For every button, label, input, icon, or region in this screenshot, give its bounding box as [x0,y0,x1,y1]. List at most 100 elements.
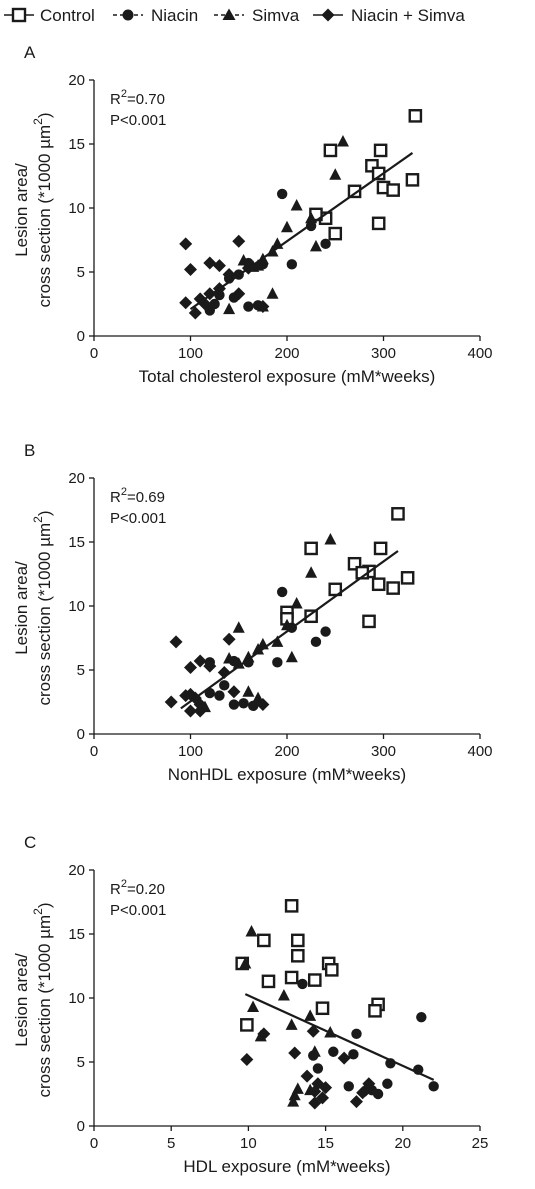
point-simva [287,1095,300,1107]
point-niacin-simva [212,259,226,273]
point-niacin-simva [193,698,207,712]
point-control [324,963,339,977]
y-axis-title-line1: Lesion area/ [12,953,31,1047]
point-simva [242,650,255,663]
point-simva [232,621,245,633]
point-niacin-simva [222,632,236,646]
legend-label-simva: Simva [252,6,300,25]
y-tick-label: 20 [68,470,85,487]
point-niacin-simva [188,306,202,320]
point-control [304,541,318,556]
x-tick-label: 15 [317,1135,334,1152]
legend-label-niacin: Niacin [151,6,198,25]
point-niacin [228,699,240,710]
point-niacin [320,626,331,637]
point-control [373,143,388,158]
r-squared-value: =0.69 [127,489,165,506]
point-niacin [348,1049,359,1060]
point-control [368,1004,382,1018]
y-axis-title-superscript: 2 [31,908,45,915]
point-niacin [351,1028,362,1040]
point-simva [277,988,290,1001]
y-tick-label: 0 [77,726,85,743]
x-tick-label: 300 [371,345,396,362]
point-control [400,571,415,585]
point-niacin [343,1081,354,1092]
y-tick-label: 5 [77,264,85,281]
point-niacin [320,238,331,250]
point-simva [324,532,337,545]
series-control [309,109,423,241]
point-simva [281,220,293,233]
point-niacin [276,188,288,200]
point-simva [305,566,318,578]
point-control [373,541,388,556]
point-niacin [328,1046,339,1057]
point-simva [290,198,303,211]
x-tick-label: 400 [467,743,492,760]
y-tick-label: 10 [68,598,85,615]
point-control [371,577,386,592]
y-tick-label: 15 [68,534,85,551]
point-niacin [276,586,288,598]
y-axis-title-close: ) [35,510,54,516]
y-axis-title-line1: Lesion area/ [12,163,31,257]
legend-label-niacin-simva: Niacin + Simva [351,6,465,25]
point-niacin-simva [179,237,193,251]
regression-line [180,550,399,710]
x-tick-label: 20 [394,1135,411,1152]
point-simva [309,239,322,252]
point-niacin-simva [179,296,193,310]
x-tick-label: 300 [371,743,396,760]
point-niacin-simva [184,660,197,674]
point-simva [237,253,250,266]
point-niacin [382,1078,393,1089]
point-simva [285,650,298,663]
point-control [304,609,318,624]
point-niacin [312,1063,324,1074]
y-tick-label: 20 [68,72,85,89]
y-tick-label: 15 [68,926,85,943]
y-axis-title-line2: cross section (*1000 µm2) [31,112,54,307]
point-simva [291,1082,304,1094]
y-tick-label: 0 [77,328,85,345]
point-niacin-simva [257,1027,271,1041]
y-axis-title: Lesion area/cross section (*1000 µm2) [12,902,54,1097]
x-tick-label: 10 [240,1135,257,1152]
x-axis-title: HDL exposure (mM*weeks) [183,1157,390,1176]
point-niacin-simva [308,1084,322,1098]
regression-line [189,152,414,311]
legend-marker-niacin [122,9,134,21]
r-squared-symbol: R [110,91,121,108]
point-niacin-simva [232,234,246,248]
point-niacin-simva [337,1051,351,1065]
point-simva [329,168,342,180]
point-control [347,184,362,199]
point-simva [223,302,236,315]
point-simva [288,1088,301,1101]
legend-item-simva: Simva [214,6,300,25]
point-niacin-simva [193,654,207,668]
y-axis-title: Lesion area/cross section (*1000 µm2) [12,112,54,307]
point-control [386,183,400,197]
r-squared-value: =0.20 [127,881,165,898]
point-control [408,109,423,123]
p-value-label: P<0.001 [110,510,166,527]
point-niacin-simva [256,300,270,314]
point-control [386,581,400,595]
legend-item-control: Control [4,6,95,25]
point-niacin-simva [232,287,246,301]
y-axis-title-superscript: 2 [31,118,45,125]
series-simva [239,924,337,1107]
point-niacin-simva [319,1081,333,1095]
point-niacin [238,698,249,709]
x-tick-label: 0 [90,1135,98,1152]
point-niacin-simva [184,262,197,276]
point-simva [304,1009,317,1021]
x-tick-label: 25 [472,1135,489,1152]
point-control [307,973,322,987]
point-niacin [297,978,308,990]
